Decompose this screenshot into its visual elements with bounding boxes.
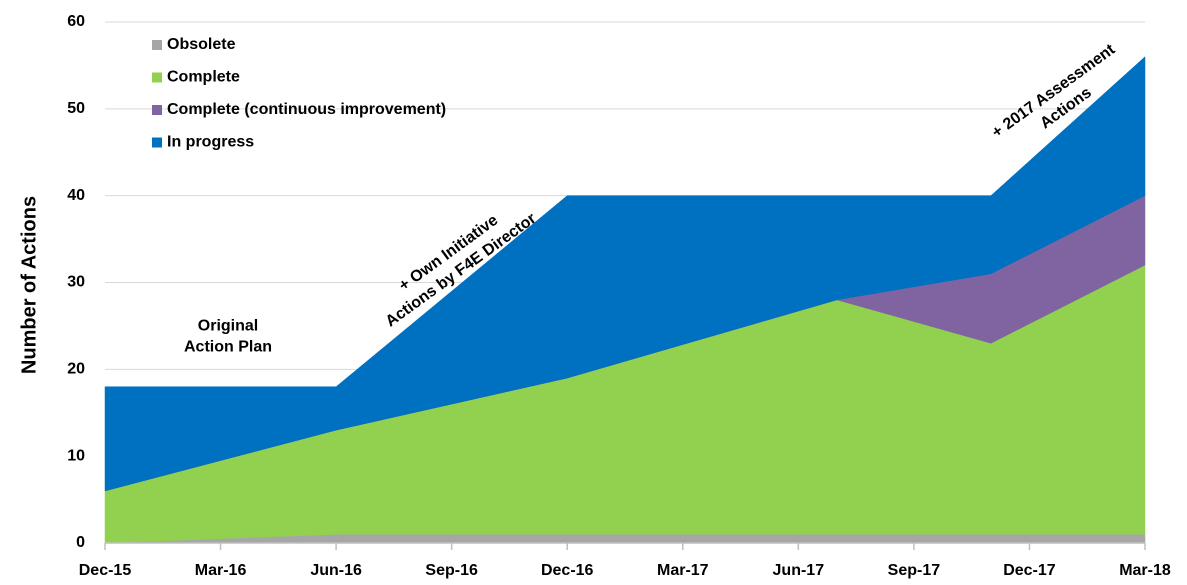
legend-swatch [152,72,162,83]
y-tick-label: 40 [67,187,85,204]
x-tick-label: Sep-16 [425,562,478,579]
y-tick-label: 30 [67,274,85,291]
x-tick-label: Mar-18 [1119,562,1171,579]
legend-swatch [152,105,162,115]
x-tick-label: Mar-17 [657,562,709,579]
y-tick-label: 60 [67,13,85,30]
legend-label: In progress [167,134,254,151]
x-tick-label: Dec-17 [1003,562,1056,579]
annotation: Original Action Plan [184,318,272,356]
x-tick-label: Jun-17 [773,562,825,579]
area [104,56,1146,492]
x-tick-label: Jun-16 [310,562,362,579]
legend-label: Complete (continuous improvement) [167,101,446,118]
y-tick-label: 10 [67,447,85,464]
x-tick-label: Sep-17 [888,562,941,579]
y-axis-label: Number of Actions [18,196,40,374]
y-tick-label: 50 [67,100,85,117]
legend-swatch [152,137,162,148]
x-tick-label: Mar-16 [195,562,247,579]
x-tick-label: Dec-16 [541,562,594,579]
y-tick-label: 20 [67,361,85,378]
x-tick-label: Dec-15 [79,562,132,579]
y-tick-label: 0 [76,534,85,551]
legend-label: Obsolete [167,36,236,53]
annotation-text: Action Plan [184,339,272,356]
legend-swatch [152,40,162,50]
legend-label: Complete [167,69,240,86]
annotation-text: Original [198,318,258,335]
